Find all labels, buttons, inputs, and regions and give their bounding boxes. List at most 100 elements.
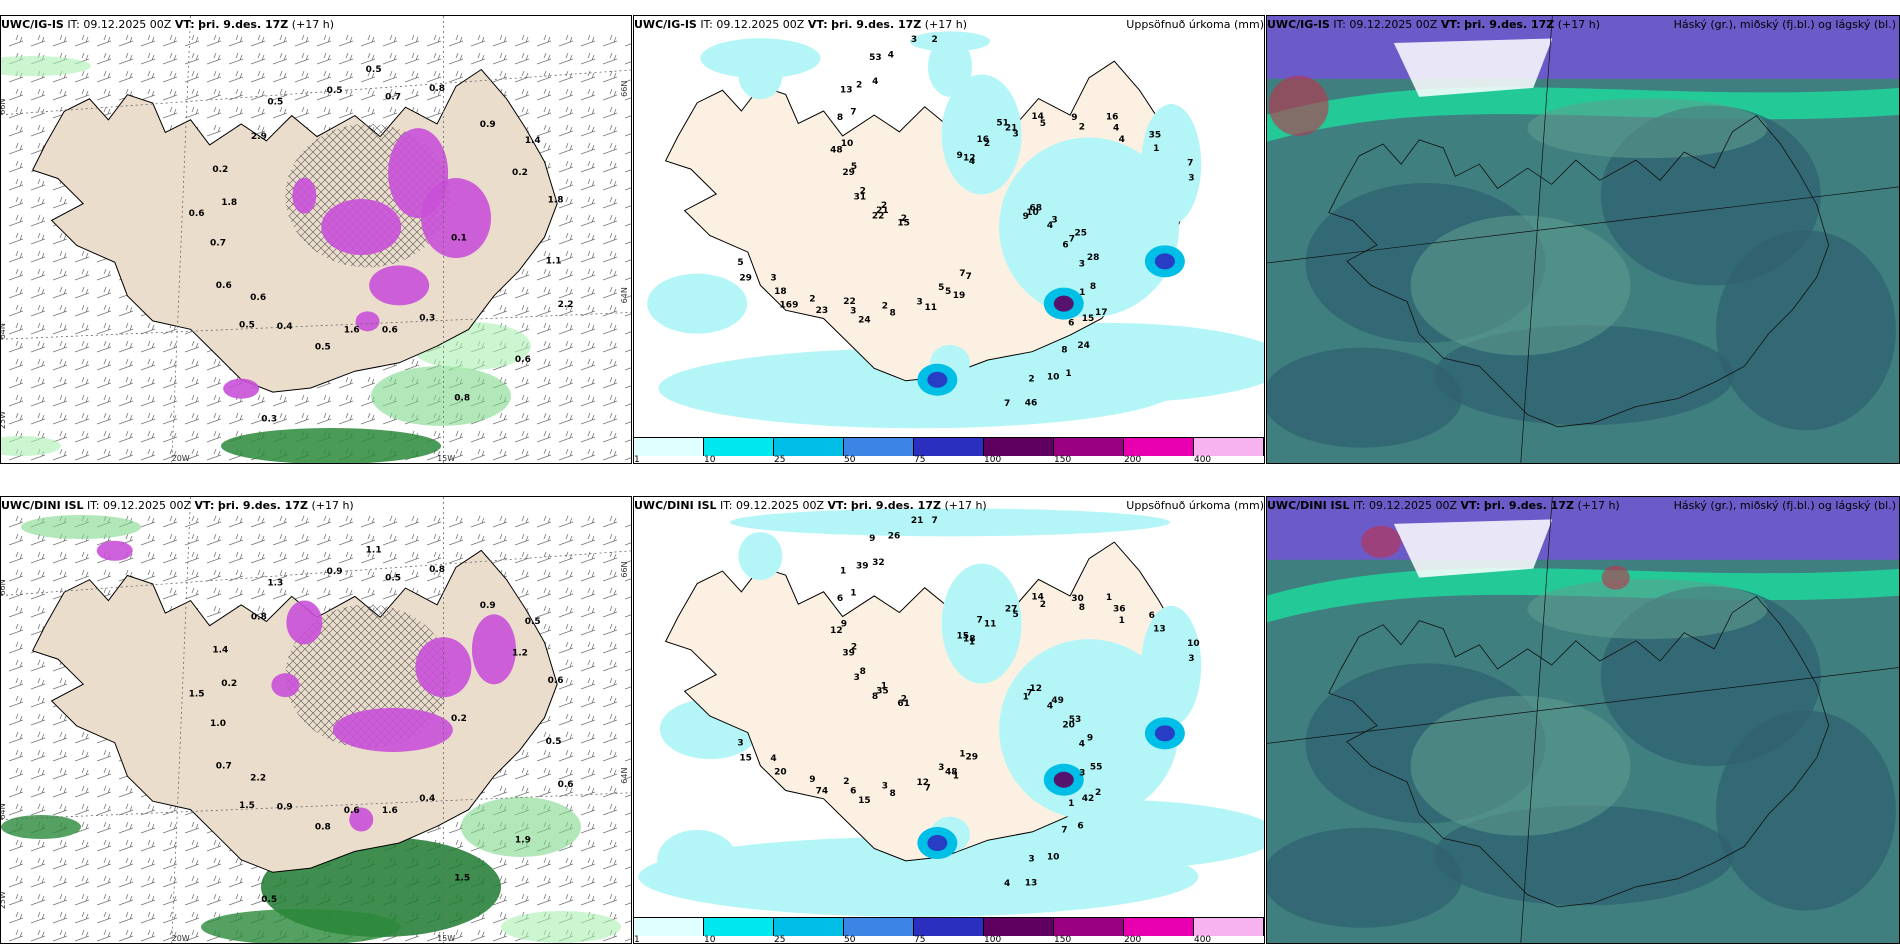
wind-barb bbox=[228, 587, 244, 600]
precip-value-label: 7 bbox=[931, 516, 937, 526]
icing-blob bbox=[96, 540, 133, 561]
wind-barb bbox=[316, 551, 332, 564]
colorbar-tick-label: 25 bbox=[773, 455, 786, 464]
wind-barb bbox=[228, 875, 244, 888]
precip-area-land bbox=[928, 36, 972, 97]
colorbar-swatch bbox=[634, 918, 704, 936]
grid-line bbox=[1267, 186, 1899, 264]
icing-value-label: 0.9 bbox=[327, 567, 343, 577]
wind-barb bbox=[492, 857, 508, 870]
wind-barb bbox=[228, 857, 244, 870]
high-cloud-red bbox=[1268, 75, 1329, 136]
wind-barb bbox=[580, 749, 596, 762]
wind-barb bbox=[162, 587, 178, 600]
wind-barb bbox=[602, 34, 618, 47]
wind-barb bbox=[206, 839, 222, 852]
wind-barb bbox=[580, 376, 596, 389]
wind-barb bbox=[272, 587, 288, 600]
wind-barb bbox=[206, 88, 222, 101]
wind-barb bbox=[536, 605, 552, 618]
wind-barb bbox=[118, 340, 134, 353]
wind-barb bbox=[558, 893, 574, 906]
cloud-title-row1: Háský (gr.), miðský (fj.bl.) og lágský (… bbox=[1673, 18, 1896, 31]
wind-barb bbox=[338, 70, 354, 83]
wind-barb bbox=[448, 52, 464, 65]
wind-barb bbox=[602, 142, 618, 155]
wind-barb bbox=[8, 677, 24, 690]
wind-barb bbox=[52, 232, 68, 245]
wind-barb bbox=[624, 385, 631, 389]
wind-barb bbox=[536, 731, 552, 744]
wind-barb bbox=[580, 430, 596, 443]
wind-barb bbox=[8, 515, 24, 528]
wind-barb bbox=[338, 394, 354, 407]
precip-value-label: 12 bbox=[916, 778, 929, 788]
precip-value-label: 23 bbox=[816, 306, 829, 316]
wind-barb bbox=[250, 52, 266, 65]
axis-label: 20W bbox=[172, 934, 190, 943]
wind-barb bbox=[52, 196, 68, 209]
wind-barb bbox=[360, 533, 376, 546]
it-label: IT: bbox=[720, 499, 733, 512]
vt-value: þri. 9.des. 17Z bbox=[1464, 18, 1555, 31]
wind-barb bbox=[624, 722, 631, 726]
wind-barb bbox=[624, 79, 631, 83]
wind-barb bbox=[536, 767, 552, 780]
precip-value-label: 16 bbox=[977, 135, 990, 145]
wind-barb bbox=[250, 412, 266, 425]
wind-barb bbox=[228, 106, 244, 119]
wind-barb bbox=[8, 929, 24, 942]
mid-cloud-area bbox=[1715, 230, 1896, 431]
wind-barb bbox=[514, 268, 530, 281]
wind-barb bbox=[96, 322, 112, 335]
wind-barb bbox=[492, 430, 508, 443]
icing-value-label: 0.6 bbox=[250, 293, 266, 303]
ice-wind-map-row2: 66N 64N 25W 66N 64N 20W 15W 0.2 1.5 1.1 0.4 1.5 0.5 0… bbox=[1, 497, 631, 943]
wind-barb bbox=[470, 515, 486, 528]
precip-area bbox=[657, 829, 738, 890]
wind-barb bbox=[580, 70, 596, 83]
wind-barb bbox=[558, 533, 574, 546]
precip-value-label: 3 bbox=[1188, 654, 1194, 664]
precip-value-label: 7 bbox=[1004, 399, 1010, 409]
precip-value-label: 3 bbox=[1079, 259, 1085, 269]
wind-barb bbox=[96, 875, 112, 888]
icing-value-label: 0.7 bbox=[385, 93, 401, 103]
precip-value-label: 31 bbox=[854, 193, 867, 203]
wind-barb bbox=[602, 677, 618, 690]
wind-barb bbox=[536, 268, 552, 281]
wind-barb bbox=[602, 322, 618, 335]
precip-value-label: 42 bbox=[1082, 794, 1095, 804]
wind-barb bbox=[558, 322, 574, 335]
colorbar-tick-label: 200 bbox=[1124, 455, 1142, 464]
wind-barb bbox=[580, 515, 596, 528]
wind-barb bbox=[30, 250, 46, 263]
wind-barb bbox=[382, 587, 398, 600]
wind-barb bbox=[30, 569, 46, 582]
wind-barb bbox=[96, 412, 112, 425]
wind-barb bbox=[52, 394, 68, 407]
precip-value-label: 20 bbox=[774, 767, 787, 777]
wind-barb bbox=[536, 88, 552, 101]
precip-value-label: 13 bbox=[1153, 624, 1166, 634]
wind-barb bbox=[316, 569, 332, 582]
model-name: UWC/IG-IS bbox=[1, 18, 64, 31]
colorbar-tick-label: 10 bbox=[703, 935, 716, 944]
high-cloud-red bbox=[1601, 565, 1630, 590]
wind-barb bbox=[30, 749, 46, 762]
icing-value-label: 0.9 bbox=[480, 120, 496, 130]
wind-barb bbox=[52, 268, 68, 281]
wind-barb bbox=[602, 605, 618, 618]
wind-barb bbox=[8, 731, 24, 744]
wind-barb bbox=[492, 34, 508, 47]
wind-barb bbox=[426, 70, 442, 83]
precip-area-land bbox=[738, 532, 783, 581]
wind-barb bbox=[624, 97, 631, 101]
precip-value-label: 28 bbox=[1087, 253, 1100, 263]
wind-barb bbox=[206, 587, 222, 600]
icing-value-label: 0.6 bbox=[382, 326, 398, 336]
low-cloud-area bbox=[1410, 215, 1631, 356]
wind-barb bbox=[30, 731, 46, 744]
wind-barb bbox=[30, 268, 46, 281]
wind-barb bbox=[602, 358, 618, 371]
